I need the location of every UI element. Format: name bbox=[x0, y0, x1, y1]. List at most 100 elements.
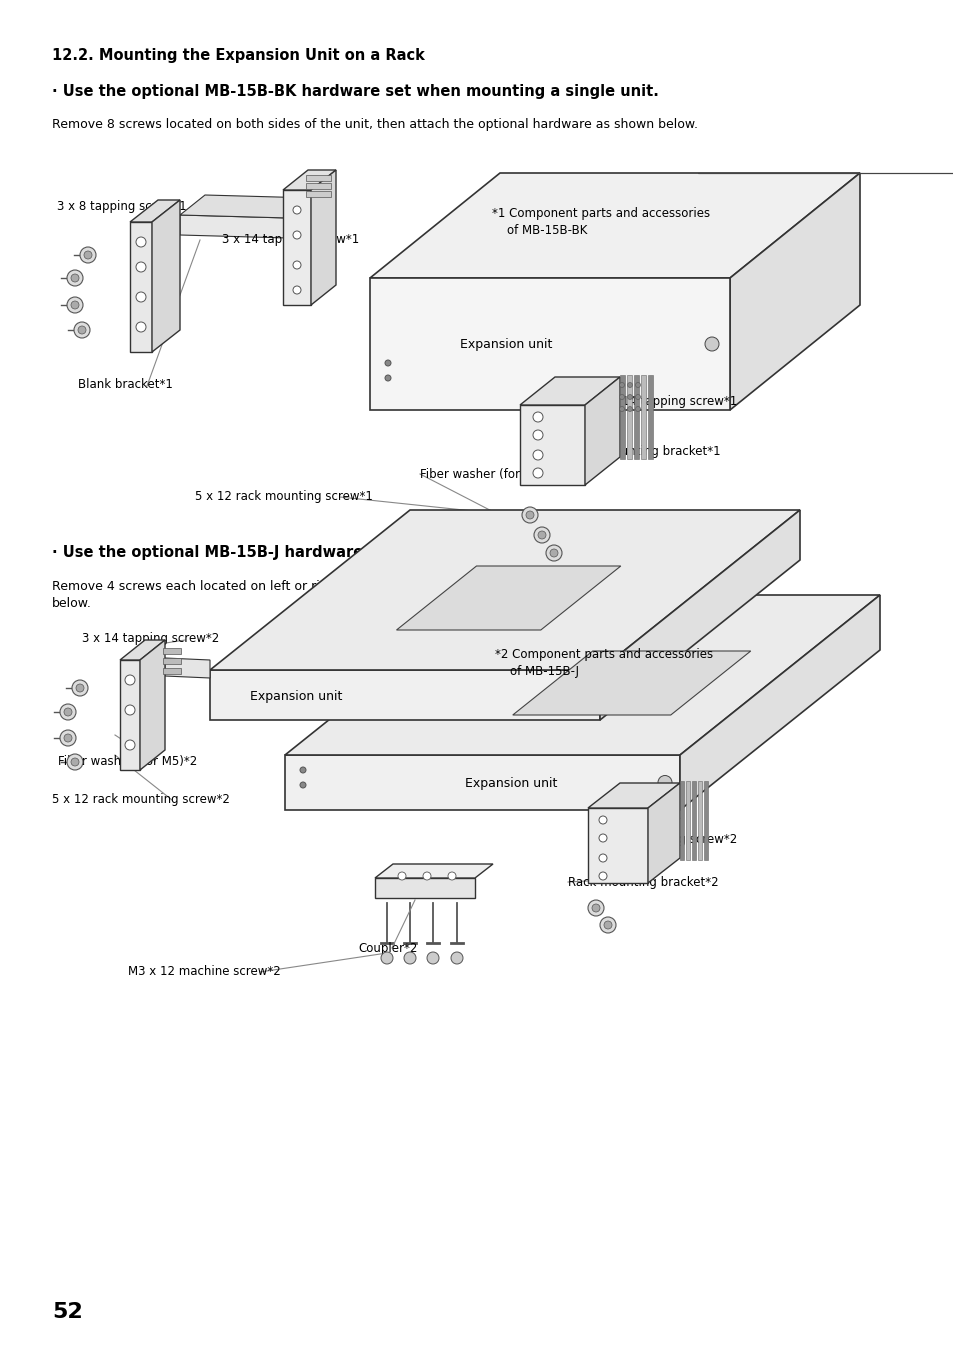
Circle shape bbox=[136, 238, 146, 247]
Polygon shape bbox=[519, 377, 619, 405]
Circle shape bbox=[627, 382, 632, 387]
Circle shape bbox=[545, 545, 561, 562]
Circle shape bbox=[451, 952, 462, 964]
Polygon shape bbox=[599, 510, 800, 720]
Circle shape bbox=[635, 382, 639, 387]
Polygon shape bbox=[370, 278, 729, 410]
Circle shape bbox=[380, 952, 393, 964]
Circle shape bbox=[533, 431, 542, 440]
Text: · Use the optional MB-15B-BK hardware set when mounting a single unit.: · Use the optional MB-15B-BK hardware se… bbox=[52, 84, 659, 99]
Circle shape bbox=[598, 855, 606, 863]
Circle shape bbox=[136, 262, 146, 271]
Text: 3 x 14 tapping screw*2: 3 x 14 tapping screw*2 bbox=[82, 632, 219, 645]
Text: 3 x 14 tapping screw*1: 3 x 14 tapping screw*1 bbox=[222, 234, 359, 246]
Circle shape bbox=[74, 323, 90, 338]
Circle shape bbox=[76, 684, 84, 693]
Circle shape bbox=[64, 707, 71, 716]
Text: 3 x 14 tapping screw*1: 3 x 14 tapping screw*1 bbox=[599, 396, 737, 408]
Polygon shape bbox=[396, 566, 620, 630]
Text: 12.2. Mounting the Expansion Unit on a Rack: 12.2. Mounting the Expansion Unit on a R… bbox=[52, 49, 424, 63]
Circle shape bbox=[136, 323, 146, 332]
Text: Remove 4 screws each located on left or right side of the unit, then attach the : Remove 4 screws each located on left or … bbox=[52, 580, 723, 610]
Polygon shape bbox=[584, 377, 619, 485]
Polygon shape bbox=[587, 809, 647, 883]
Circle shape bbox=[658, 775, 671, 790]
Circle shape bbox=[533, 412, 542, 423]
Circle shape bbox=[64, 734, 71, 743]
Polygon shape bbox=[729, 173, 859, 410]
Polygon shape bbox=[210, 510, 800, 670]
Polygon shape bbox=[163, 657, 181, 664]
Polygon shape bbox=[283, 170, 335, 190]
Text: Rack mounting bracket*2: Rack mounting bracket*2 bbox=[567, 876, 718, 890]
Text: *1 Component parts and accessories
    of MB-15B-BK: *1 Component parts and accessories of MB… bbox=[492, 207, 709, 238]
Circle shape bbox=[635, 394, 639, 400]
Circle shape bbox=[427, 952, 438, 964]
Circle shape bbox=[385, 360, 391, 366]
Circle shape bbox=[385, 375, 391, 381]
Circle shape bbox=[403, 952, 416, 964]
Circle shape bbox=[84, 251, 91, 259]
Text: Expansion unit: Expansion unit bbox=[459, 338, 552, 351]
Polygon shape bbox=[519, 405, 584, 485]
Text: Remove 8 screws located on both sides of the unit, then attach the optional hard: Remove 8 screws located on both sides of… bbox=[52, 117, 698, 131]
Circle shape bbox=[603, 921, 612, 929]
Polygon shape bbox=[120, 660, 140, 769]
Polygon shape bbox=[679, 782, 683, 860]
Polygon shape bbox=[691, 782, 696, 860]
Polygon shape bbox=[306, 190, 331, 197]
Polygon shape bbox=[311, 170, 335, 305]
Circle shape bbox=[60, 730, 76, 747]
Circle shape bbox=[533, 468, 542, 478]
Text: *2 Component parts and accessories
    of MB-15B-J: *2 Component parts and accessories of MB… bbox=[495, 648, 713, 678]
Polygon shape bbox=[180, 194, 313, 217]
Text: Expansion unit: Expansion unit bbox=[250, 690, 342, 703]
Circle shape bbox=[125, 705, 135, 716]
Text: · Use the optional MB-15B-J hardware set when mounting 2 units.: · Use the optional MB-15B-J hardware set… bbox=[52, 545, 596, 560]
Text: M3 x 12 machine screw*2: M3 x 12 machine screw*2 bbox=[128, 965, 280, 977]
Circle shape bbox=[397, 872, 406, 880]
Polygon shape bbox=[587, 783, 679, 809]
Circle shape bbox=[80, 247, 96, 263]
Polygon shape bbox=[375, 864, 493, 878]
Circle shape bbox=[293, 207, 301, 215]
Circle shape bbox=[599, 917, 616, 933]
Polygon shape bbox=[679, 595, 879, 810]
Circle shape bbox=[67, 755, 83, 770]
Polygon shape bbox=[647, 783, 679, 883]
Circle shape bbox=[293, 286, 301, 294]
Circle shape bbox=[448, 872, 456, 880]
Polygon shape bbox=[685, 782, 689, 860]
Polygon shape bbox=[698, 782, 701, 860]
Polygon shape bbox=[626, 375, 631, 459]
Circle shape bbox=[293, 261, 301, 269]
Circle shape bbox=[67, 297, 83, 313]
Polygon shape bbox=[152, 200, 180, 352]
Text: 3 x 8 tapping screw*1: 3 x 8 tapping screw*1 bbox=[57, 200, 187, 213]
Polygon shape bbox=[285, 755, 679, 810]
Circle shape bbox=[534, 526, 550, 543]
Circle shape bbox=[533, 450, 542, 460]
Circle shape bbox=[618, 394, 624, 400]
Circle shape bbox=[635, 406, 639, 412]
Polygon shape bbox=[120, 640, 165, 660]
Polygon shape bbox=[619, 375, 624, 459]
Circle shape bbox=[71, 301, 79, 309]
Text: Fiber washer (for M5)*1: Fiber washer (for M5)*1 bbox=[419, 468, 558, 481]
Polygon shape bbox=[640, 375, 645, 459]
Polygon shape bbox=[285, 595, 879, 755]
Circle shape bbox=[587, 900, 603, 917]
Text: Blank bracket*1: Blank bracket*1 bbox=[78, 378, 172, 392]
Text: 5 x 12 rack mounting screw*1: 5 x 12 rack mounting screw*1 bbox=[194, 490, 373, 504]
Text: Coupler*2: Coupler*2 bbox=[357, 942, 416, 954]
Circle shape bbox=[627, 394, 632, 400]
Circle shape bbox=[60, 703, 76, 720]
Circle shape bbox=[293, 231, 301, 239]
Circle shape bbox=[521, 508, 537, 522]
Polygon shape bbox=[306, 176, 331, 181]
Circle shape bbox=[299, 767, 306, 774]
Polygon shape bbox=[306, 184, 331, 189]
Polygon shape bbox=[163, 668, 181, 674]
Circle shape bbox=[598, 815, 606, 824]
Circle shape bbox=[598, 872, 606, 880]
